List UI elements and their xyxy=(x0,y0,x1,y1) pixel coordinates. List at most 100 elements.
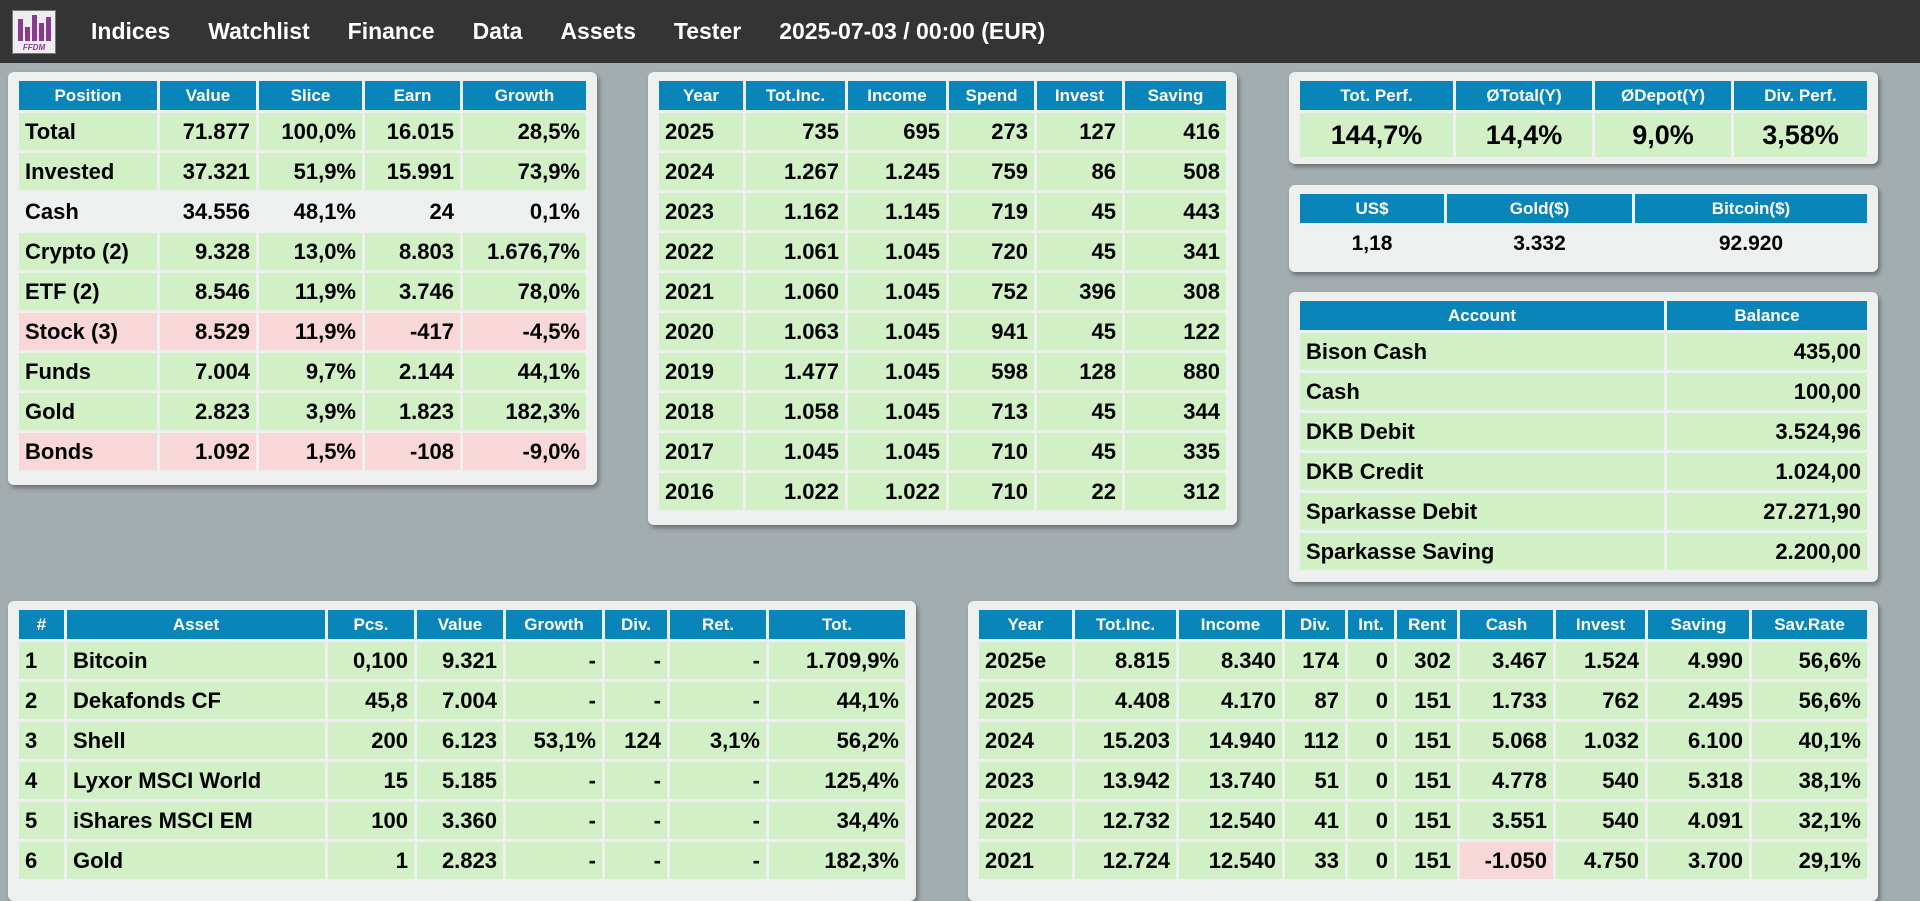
col-value[interactable]: Value xyxy=(160,81,256,110)
col-avg-total-yearly[interactable]: ØTotal(Y) xyxy=(1456,81,1592,110)
yearly-row[interactable]: 2021 1.060 1.045 752 396 308 xyxy=(659,273,1226,310)
position-row[interactable]: Stock (3) 8.529 11,9% -417 -4,5% xyxy=(19,313,586,350)
col-annual-income[interactable]: Income xyxy=(1179,610,1282,639)
nav-assets[interactable]: Assets xyxy=(560,18,636,44)
yearly-row[interactable]: 2017 1.045 1.045 710 45 335 xyxy=(659,433,1226,470)
annual-row-cell: 15.203 xyxy=(1075,722,1176,759)
nav-indices[interactable]: Indices xyxy=(91,18,171,44)
asset-row-cell: - xyxy=(506,762,602,799)
col-annual-invest[interactable]: Invest xyxy=(1556,610,1645,639)
yearly-row[interactable]: 2018 1.058 1.045 713 45 344 xyxy=(659,393,1226,430)
app-logo[interactable]: FFDM xyxy=(12,10,56,54)
col-spend[interactable]: Spend xyxy=(949,81,1034,110)
annual-row[interactable]: 2024 15.203 14.940 112 0 151 5.068 1.032 6.100 40… xyxy=(979,722,1867,759)
col-dividend[interactable]: Div. xyxy=(605,610,667,639)
nav-watchlist[interactable]: Watchlist xyxy=(208,18,310,44)
account-row[interactable]: Cash 100,00 xyxy=(1300,373,1867,410)
account-row[interactable]: Sparkasse Debit 27.271,90 xyxy=(1300,493,1867,530)
annual-row-cell: 1.524 xyxy=(1556,642,1645,679)
col-saving[interactable]: Saving xyxy=(1125,81,1226,110)
yearly-row[interactable]: 2016 1.022 1.022 710 22 312 xyxy=(659,473,1226,510)
positions-table: Position Value Slice Earn Growth Total 71… xyxy=(16,78,589,473)
asset-row[interactable]: 2 Dekafonds CF 45,8 7.004- - -44,1% xyxy=(19,682,905,719)
annual-row-cell: 4.990 xyxy=(1648,642,1749,679)
annual-row-cell: 151 xyxy=(1397,722,1457,759)
col-annual-year[interactable]: Year xyxy=(979,610,1072,639)
annual-row[interactable]: 2025e 8.815 8.340 174 0 302 3.467 1.524 4.990 56,… xyxy=(979,642,1867,679)
annual-row[interactable]: 2022 12.732 12.540 41 0 151 3.551 540 4.091 32,1% xyxy=(979,802,1867,839)
col-total[interactable]: Tot. xyxy=(769,610,905,639)
col-total-income[interactable]: Tot.Inc. xyxy=(746,81,845,110)
nav-finance[interactable]: Finance xyxy=(347,18,435,44)
col-invest[interactable]: Invest xyxy=(1037,81,1122,110)
avg-total-yearly-value: 14,4% xyxy=(1456,113,1592,157)
col-asset-growth[interactable]: Growth xyxy=(506,610,602,639)
nav-data[interactable]: Data xyxy=(472,18,523,44)
col-asset-value[interactable]: Value xyxy=(417,610,503,639)
account-row[interactable]: Sparkasse Saving 2.200,00 xyxy=(1300,533,1867,570)
col-avg-depot-yearly[interactable]: ØDepot(Y) xyxy=(1595,81,1731,110)
account-row[interactable]: Bison Cash 435,00 xyxy=(1300,333,1867,370)
col-gold-usd[interactable]: Gold($) xyxy=(1447,194,1632,223)
yearly-row[interactable]: 2025 735 695 273 127 416 xyxy=(659,113,1226,150)
asset-row-cell: 7.004 xyxy=(417,682,503,719)
yearly-row-cell: 1.045 xyxy=(848,353,946,390)
col-dividend-performance[interactable]: Div. Perf. xyxy=(1734,81,1867,110)
col-year[interactable]: Year xyxy=(659,81,743,110)
col-growth[interactable]: Growth xyxy=(463,81,586,110)
asset-row[interactable]: 5 iShares MSCI EM 100 3.360- - -34,4% xyxy=(19,802,905,839)
col-slice[interactable]: Slice xyxy=(259,81,362,110)
asset-row[interactable]: 3 Shell 200 6.123 53,1% 124 3,1% 56,2% xyxy=(19,722,905,759)
account-row[interactable]: DKB Debit 3.524,96 xyxy=(1300,413,1867,450)
yearly-row[interactable]: 2024 1.267 1.245 759 86 508 xyxy=(659,153,1226,190)
position-row[interactable]: Bonds 1.092 1,5% -108 -9,0% xyxy=(19,433,586,470)
col-account[interactable]: Account xyxy=(1300,301,1664,330)
col-pieces[interactable]: Pcs. xyxy=(328,610,414,639)
col-return[interactable]: Ret. xyxy=(670,610,766,639)
position-row[interactable]: Gold 2.823 3,9% 1.823 182,3% xyxy=(19,393,586,430)
col-annual-dividend[interactable]: Div. xyxy=(1285,610,1345,639)
col-annual-total-income[interactable]: Tot.Inc. xyxy=(1075,610,1176,639)
position-row[interactable]: Invested 37.321 51,9% 15.991 73,9% xyxy=(19,153,586,190)
yearly-row[interactable]: 2023 1.162 1.145 719 45 443 xyxy=(659,193,1226,230)
col-total-performance[interactable]: Tot. Perf. xyxy=(1300,81,1453,110)
position-row[interactable]: Cash 34.556 48,1% 24 0,1% xyxy=(19,193,586,230)
col-annual-interest[interactable]: Int. xyxy=(1348,610,1394,639)
col-balance[interactable]: Balance xyxy=(1667,301,1867,330)
position-row[interactable]: Crypto (2) 9.328 13,0% 8.803 1.676,7% xyxy=(19,233,586,270)
annual-row-cell: 12.724 xyxy=(1075,842,1176,879)
col-annual-rent[interactable]: Rent xyxy=(1397,610,1457,639)
col-annual-cash[interactable]: Cash xyxy=(1460,610,1553,639)
annual-row-cell: 2022 xyxy=(979,802,1072,839)
asset-row[interactable]: 4 Lyxor MSCI World 15 5.185- - -125,4% xyxy=(19,762,905,799)
col-annual-saving-rate[interactable]: Sav.Rate xyxy=(1752,610,1867,639)
col-rank[interactable]: # xyxy=(19,610,64,639)
asset-row[interactable]: 1 Bitcoin 0,100 9.321- - -1.709,9% xyxy=(19,642,905,679)
account-row[interactable]: DKB Credit 1.024,00 xyxy=(1300,453,1867,490)
col-usd[interactable]: US$ xyxy=(1300,194,1444,223)
col-earn[interactable]: Earn xyxy=(365,81,460,110)
asset-row-cell: 125,4% xyxy=(769,762,905,799)
account-row-cell: 1.024,00 xyxy=(1667,453,1867,490)
yearly-row-cell: 1.045 xyxy=(848,313,946,350)
asset-row[interactable]: 6 Gold 1 2.823- - -182,3% xyxy=(19,842,905,879)
col-annual-saving[interactable]: Saving xyxy=(1648,610,1749,639)
col-asset[interactable]: Asset xyxy=(67,610,325,639)
annual-row[interactable]: 2021 12.724 12.540 33 0 151 -1.050 4.750 3.700 29… xyxy=(979,842,1867,879)
yearly-row[interactable]: 2019 1.477 1.045 598 128 880 xyxy=(659,353,1226,390)
col-bitcoin-usd[interactable]: Bitcoin($) xyxy=(1635,194,1867,223)
yearly-row-cell: 2025 xyxy=(659,113,743,150)
col-position[interactable]: Position xyxy=(19,81,157,110)
asset-row-cell: - xyxy=(506,802,602,839)
nav-tester[interactable]: Tester xyxy=(673,18,742,44)
position-row[interactable]: Funds 7.004 9,7% 2.144 44,1% xyxy=(19,353,586,390)
annual-row[interactable]: 2023 13.942 13.740 51 0 151 4.778 540 5.318 38,1% xyxy=(979,762,1867,799)
asset-row-cell: 2.823 xyxy=(417,842,503,879)
annual-row[interactable]: 2025 4.408 4.170 87 0 151 1.733 762 2.495 56,6% xyxy=(979,682,1867,719)
col-income[interactable]: Income xyxy=(848,81,946,110)
yearly-row[interactable]: 2022 1.061 1.045 720 45 341 xyxy=(659,233,1226,270)
annual-row-cell: 5.068 xyxy=(1460,722,1553,759)
position-row[interactable]: Total 71.877 100,0% 16.015 28,5% xyxy=(19,113,586,150)
yearly-row[interactable]: 2020 1.063 1.045 941 45 122 xyxy=(659,313,1226,350)
position-row[interactable]: ETF (2) 8.546 11,9% 3.746 78,0% xyxy=(19,273,586,310)
